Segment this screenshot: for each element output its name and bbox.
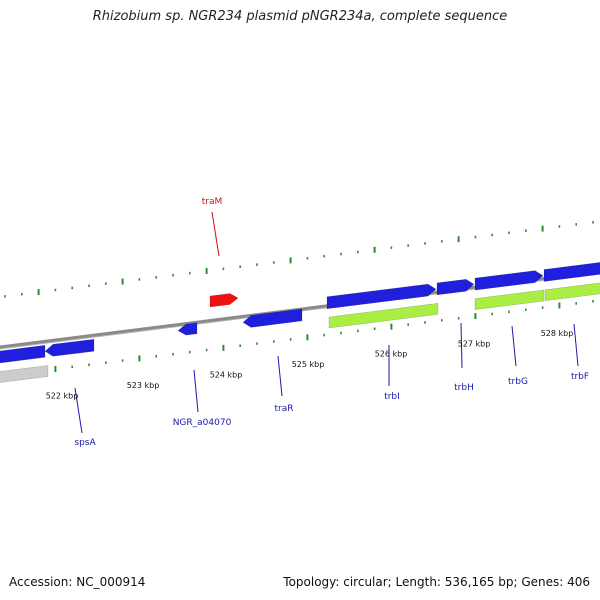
leader-line-NGR_a04070	[193, 369, 199, 413]
feature-cds	[474, 270, 544, 291]
feature-labels: spsA NGR_a04070 traR traM trbI trbH trbG trbF	[74, 197, 589, 448]
map-title: Rhizobium sp. NGR234 plasmid pNGR234a, c…	[92, 9, 508, 24]
leader-line-trbF	[573, 323, 579, 367]
feature-NGR_a04070	[177, 322, 198, 336]
feature-cds	[326, 283, 437, 310]
gene-label-spsA: spsA	[74, 438, 96, 448]
leader-line-trbG	[511, 325, 517, 367]
gene-label-traR: traR	[275, 404, 294, 414]
feature-pseudo	[0, 365, 49, 383]
gene-label-traM: traM	[202, 197, 223, 207]
kbp-label: 525 kbp	[292, 360, 325, 369]
feature-green	[328, 303, 439, 329]
kbp-label: 527 kbp	[458, 339, 491, 348]
topology-text: Topology: circular; Length: 536,165 bp; …	[283, 575, 590, 589]
kbp-label: 522 kbp	[46, 392, 79, 401]
gene-label-trbF: trbF	[571, 372, 589, 382]
kbp-scale: 522 kbp 523 kbp 524 kbp 525 kbp 526 kbp 527 k…	[46, 329, 574, 401]
leader-line-traM	[211, 211, 220, 257]
gene-label-trbG: trbG	[508, 377, 528, 387]
feature-cds	[44, 338, 95, 357]
feature-cds	[436, 279, 475, 296]
kbp-label: 526 kbp	[375, 350, 408, 359]
leader-line-trbH	[460, 322, 463, 369]
leader-line-traR	[277, 355, 283, 397]
feature-traR	[242, 308, 303, 328]
feature-cds	[543, 262, 600, 282]
gene-label-trbI: trbI	[384, 392, 400, 402]
leader-line-spsA	[74, 387, 83, 434]
feature-arrows	[0, 262, 600, 383]
kbp-label: 528 kbp	[541, 329, 574, 338]
accession-text: Accession: NC_000914	[9, 575, 146, 589]
feature-traM	[209, 293, 239, 308]
kbp-label: 523 kbp	[127, 381, 160, 390]
gene-label-trbH: trbH	[454, 383, 474, 393]
feature-green	[544, 282, 600, 302]
kbp-label: 524 kbp	[210, 371, 243, 380]
feature-green	[474, 289, 545, 310]
gene-label-NGR_a04070: NGR_a04070	[173, 418, 232, 428]
